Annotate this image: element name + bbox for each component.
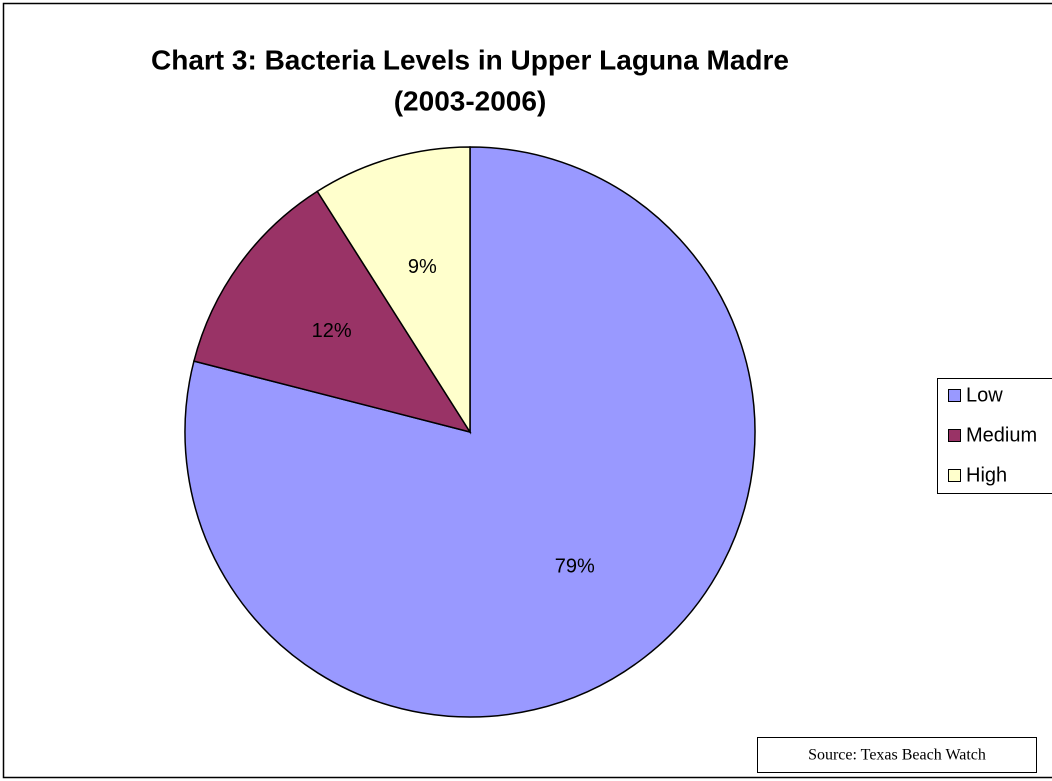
legend-label: Medium [966,424,1037,446]
legend-label: Low [966,384,1003,406]
legend-swatch [948,469,961,482]
source-box [757,737,1037,773]
legend-swatch [948,389,961,402]
legend-label: High [966,464,1007,486]
source-note: Source: Texas Beach Watch [808,747,986,764]
legend-swatch [948,429,961,442]
data-label: 9% [408,256,437,278]
data-label: 12% [312,320,352,342]
pie-slice [193,190,472,434]
data-label: 79% [555,555,595,577]
chart-title: (2003-2006) [394,85,547,116]
chart-title: Chart 3: Bacteria Levels in Upper Laguna… [151,44,789,75]
pie-slice [316,146,471,435]
